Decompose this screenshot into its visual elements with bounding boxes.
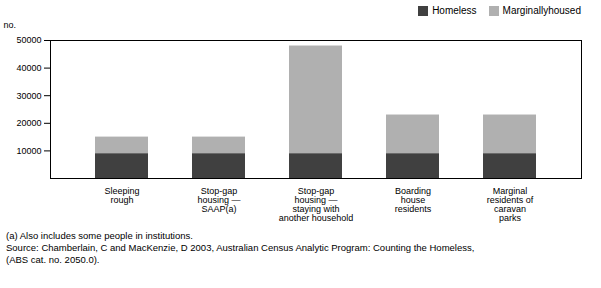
svg-text:10000: 10000 [16,146,41,156]
svg-text:40000: 40000 [16,63,41,73]
svg-text:20000: 20000 [16,118,41,128]
html-text:Source: Chamberlain, C and Mac: Source: Chamberlain, C and MacKenzie, D … [6,242,475,253]
svg-text:Stop-gaphousing —SAAP(a): Stop-gaphousing —SAAP(a) [197,186,240,214]
html-text:Homeless: Homeless [432,5,477,16]
svg-text:Boardinghouseresidents: Boardinghouseresidents [395,186,432,214]
html-text:(ABS cat. no. 2050.0).: (ABS cat. no. 2050.0). [6,254,100,265]
html-text:(a) Also includes some people: (a) Also includes some people in institu… [6,230,193,241]
svg-text:Sleepingrough: Sleepingrough [104,186,139,205]
svg-text:Stop-gaphousing —staying witha: Stop-gaphousing —staying withanother hou… [279,186,354,223]
svg-text:50000: 50000 [16,35,41,45]
html-text:Marginallyhoused: Marginallyhoused [502,5,581,16]
svg-text:30000: 30000 [16,91,41,101]
svg-text:no.: no. [4,20,17,30]
svg-text:Marginalresidents ofcaravanpar: Marginalresidents ofcaravanparks [487,186,534,223]
